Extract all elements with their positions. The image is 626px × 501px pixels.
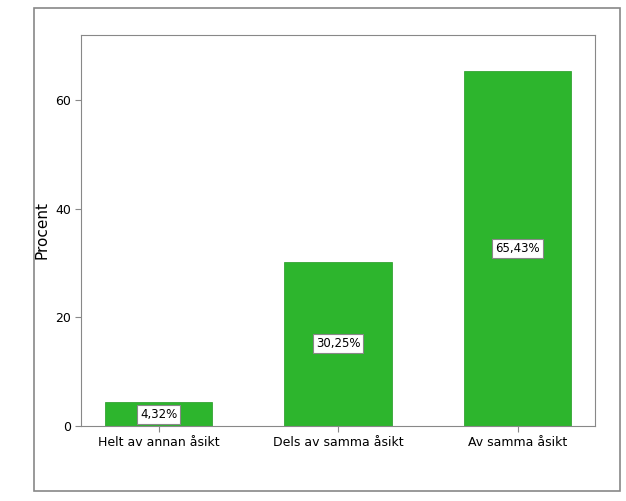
Text: 30,25%: 30,25%: [316, 337, 361, 350]
Y-axis label: Procent: Procent: [34, 201, 49, 260]
Bar: [284, 262, 392, 426]
Text: 4,32%: 4,32%: [140, 408, 177, 421]
Bar: [105, 402, 212, 426]
Text: 65,43%: 65,43%: [495, 242, 540, 255]
Bar: [464, 71, 572, 426]
